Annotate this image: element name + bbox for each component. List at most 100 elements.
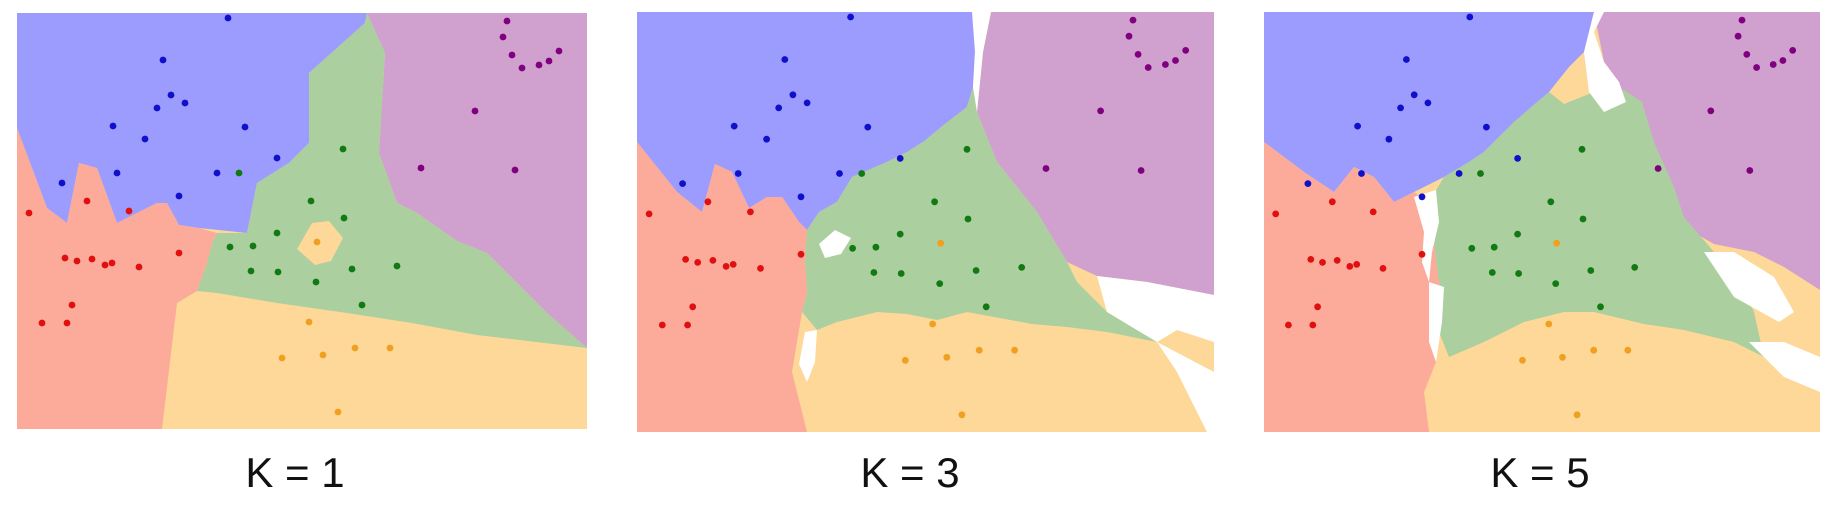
point-orange: [305, 318, 313, 326]
point-purple: [1743, 51, 1751, 58]
point-blue: [153, 104, 161, 112]
point-green: [963, 145, 971, 153]
point-red: [88, 255, 96, 263]
point-red: [68, 301, 76, 309]
panel-k3: [637, 12, 1214, 432]
point-red: [63, 319, 71, 327]
point-red: [682, 256, 689, 263]
point-blue: [241, 123, 249, 131]
point-purple: [1779, 57, 1787, 64]
point-red: [1314, 303, 1321, 311]
decision-map-k5: [1264, 12, 1820, 432]
point-orange: [1624, 346, 1632, 354]
point-blue: [763, 135, 770, 143]
region-purple: [977, 12, 1214, 295]
point-purple: [1125, 32, 1133, 40]
point-purple: [1144, 64, 1152, 71]
point-blue: [113, 169, 121, 177]
point-purple: [1134, 51, 1142, 58]
region-green: [802, 87, 1157, 342]
region-purple: [367, 13, 587, 348]
point-red: [1353, 261, 1361, 268]
point-purple: [503, 17, 511, 25]
point-blue: [167, 91, 175, 99]
point-red: [61, 254, 69, 262]
panel-k5: [1264, 12, 1820, 432]
point-orange: [1590, 346, 1598, 354]
point-purple: [1707, 107, 1715, 115]
point-green: [1514, 230, 1521, 238]
point-green: [1018, 264, 1026, 271]
point-blue: [847, 13, 854, 21]
point-green: [1631, 264, 1639, 271]
point-blue: [1403, 56, 1410, 63]
point-red: [25, 209, 33, 217]
caption-k5: K = 5: [1490, 449, 1590, 496]
points-k5: [1272, 13, 1797, 419]
point-purple: [535, 61, 543, 69]
point-purple: [471, 107, 479, 115]
point-purple: [1129, 16, 1137, 24]
point-blue: [679, 180, 686, 188]
point-blue: [1514, 155, 1521, 162]
point-red: [83, 197, 91, 205]
point-green: [1468, 244, 1476, 252]
point-blue: [775, 104, 783, 112]
region-purple: [1594, 12, 1820, 290]
point-green: [307, 197, 315, 205]
point-green: [931, 198, 938, 206]
point-blue: [175, 192, 183, 200]
point-purple: [1162, 61, 1169, 68]
point-green: [872, 243, 880, 251]
point-purple: [1753, 64, 1760, 71]
point-blue: [781, 56, 789, 63]
region-unclassified: [1414, 190, 1439, 282]
region-unclassified: [972, 12, 991, 112]
point-red: [1319, 259, 1326, 266]
region-unclassified: [799, 330, 817, 382]
point-green: [340, 214, 348, 222]
point-purple: [1182, 47, 1190, 54]
point-orange: [386, 344, 394, 352]
point-red: [797, 250, 805, 258]
region-red: [637, 142, 807, 432]
point-red: [1418, 250, 1426, 258]
point-blue: [734, 170, 742, 177]
point-purple: [1789, 47, 1797, 54]
point-red: [684, 321, 691, 329]
point-purple: [555, 47, 563, 55]
point-red: [1328, 198, 1336, 206]
point-purple: [499, 33, 507, 41]
point-green: [1587, 267, 1595, 274]
point-green: [339, 145, 347, 153]
point-purple: [1738, 16, 1746, 24]
point-blue: [58, 179, 66, 187]
point-green: [274, 268, 282, 276]
point-green: [393, 262, 401, 270]
point-blue: [797, 193, 805, 201]
point-blue: [1304, 180, 1312, 188]
point-purple: [511, 166, 519, 174]
region-green: [197, 13, 587, 348]
point-green: [870, 269, 878, 276]
point-purple: [518, 64, 526, 72]
decision-map-k3: [637, 12, 1214, 432]
point-purple: [1137, 167, 1145, 174]
point-blue: [273, 154, 281, 162]
point-red: [1309, 321, 1317, 329]
point-green: [982, 303, 990, 311]
point-purple: [1654, 165, 1662, 172]
point-green: [1488, 269, 1496, 276]
point-red: [73, 257, 81, 265]
region-unclassified: [1749, 342, 1820, 392]
point-blue: [730, 122, 738, 130]
region-green: [1429, 90, 1764, 357]
point-orange: [1519, 356, 1526, 364]
point-blue: [1410, 91, 1418, 99]
point-blue: [1418, 193, 1426, 201]
point-blue: [181, 99, 189, 107]
point-purple: [1734, 32, 1742, 40]
point-orange: [975, 346, 983, 354]
point-blue: [213, 169, 221, 177]
point-blue: [1358, 170, 1365, 177]
